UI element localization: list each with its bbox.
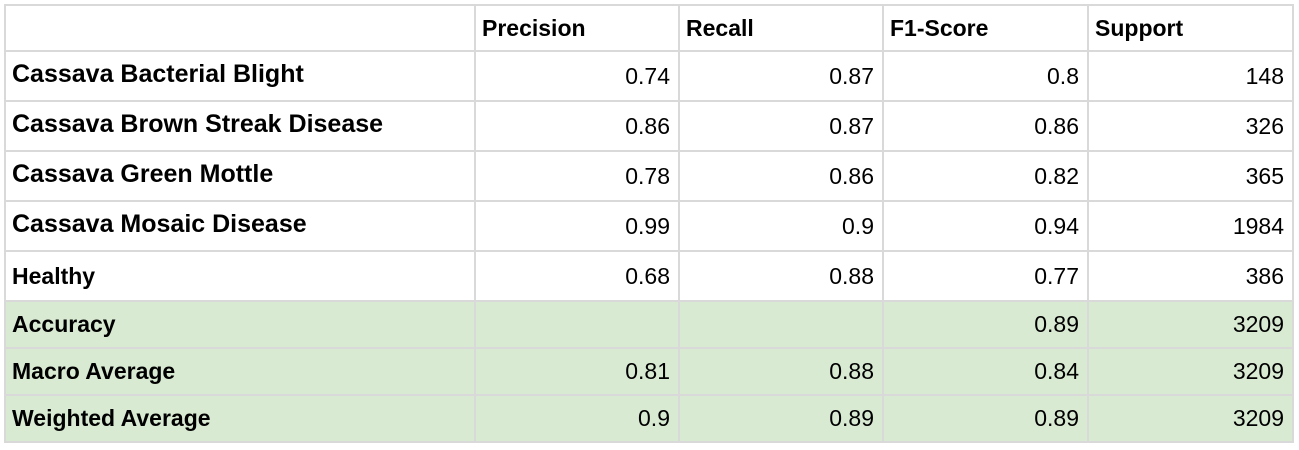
- row-label[interactable]: Weighted Average: [4, 394, 476, 443]
- support-cell[interactable]: 3209: [1087, 347, 1294, 396]
- header-cell-recall[interactable]: Recall: [678, 4, 884, 52]
- recall-cell[interactable]: [678, 300, 884, 349]
- summary-row: Weighted Average 0.9 0.89 0.89 3209: [4, 394, 1294, 443]
- precision-cell[interactable]: 0.9: [474, 394, 680, 443]
- precision-cell[interactable]: 0.86: [474, 100, 680, 152]
- header-row: Precision Recall F1-Score Support: [4, 4, 1294, 52]
- support-cell[interactable]: 3209: [1087, 300, 1294, 349]
- precision-cell[interactable]: [474, 300, 680, 349]
- support-cell[interactable]: 1984: [1087, 200, 1294, 252]
- summary-row: Accuracy 0.89 3209: [4, 300, 1294, 349]
- row-label[interactable]: Macro Average: [4, 347, 476, 396]
- recall-cell[interactable]: 0.87: [678, 100, 884, 152]
- f1-score-cell[interactable]: 0.82: [882, 150, 1089, 202]
- summary-row: Macro Average 0.81 0.88 0.84 3209: [4, 347, 1294, 396]
- table-row: Cassava Bacterial Blight 0.74 0.87 0.8 1…: [4, 50, 1294, 102]
- row-label[interactable]: Cassava Bacterial Blight: [4, 50, 476, 102]
- table-row: Cassava Brown Streak Disease 0.86 0.87 0…: [4, 100, 1294, 152]
- precision-cell[interactable]: 0.78: [474, 150, 680, 202]
- precision-cell[interactable]: 0.81: [474, 347, 680, 396]
- recall-cell[interactable]: 0.86: [678, 150, 884, 202]
- row-label[interactable]: Cassava Mosaic Disease: [4, 200, 476, 252]
- header-cell-f1-score[interactable]: F1-Score: [882, 4, 1089, 52]
- row-label[interactable]: Cassava Brown Streak Disease: [4, 100, 476, 152]
- support-cell[interactable]: 326: [1087, 100, 1294, 152]
- classification-report-table: Precision Recall F1-Score Support Cassav…: [4, 4, 1294, 443]
- support-cell[interactable]: 365: [1087, 150, 1294, 202]
- f1-score-cell[interactable]: 0.77: [882, 250, 1089, 302]
- f1-score-cell[interactable]: 0.86: [882, 100, 1089, 152]
- table-row: Cassava Mosaic Disease 0.99 0.9 0.94 198…: [4, 200, 1294, 252]
- recall-cell[interactable]: 0.88: [678, 250, 884, 302]
- precision-cell[interactable]: 0.74: [474, 50, 680, 102]
- f1-score-cell[interactable]: 0.89: [882, 394, 1089, 443]
- f1-score-cell[interactable]: 0.84: [882, 347, 1089, 396]
- recall-cell[interactable]: 0.88: [678, 347, 884, 396]
- recall-cell[interactable]: 0.87: [678, 50, 884, 102]
- table-row: Cassava Green Mottle 0.78 0.86 0.82 365: [4, 150, 1294, 202]
- row-label[interactable]: Cassava Green Mottle: [4, 150, 476, 202]
- recall-cell[interactable]: 0.89: [678, 394, 884, 443]
- support-cell[interactable]: 386: [1087, 250, 1294, 302]
- row-label[interactable]: Accuracy: [4, 300, 476, 349]
- header-cell-corner[interactable]: [4, 4, 476, 52]
- support-cell[interactable]: 3209: [1087, 394, 1294, 443]
- table-row: Healthy 0.68 0.88 0.77 386: [4, 250, 1294, 302]
- support-cell[interactable]: 148: [1087, 50, 1294, 102]
- f1-score-cell[interactable]: 0.89: [882, 300, 1089, 349]
- precision-cell[interactable]: 0.99: [474, 200, 680, 252]
- header-cell-precision[interactable]: Precision: [474, 4, 680, 52]
- f1-score-cell[interactable]: 0.8: [882, 50, 1089, 102]
- f1-score-cell[interactable]: 0.94: [882, 200, 1089, 252]
- recall-cell[interactable]: 0.9: [678, 200, 884, 252]
- precision-cell[interactable]: 0.68: [474, 250, 680, 302]
- row-label[interactable]: Healthy: [4, 250, 476, 302]
- header-cell-support[interactable]: Support: [1087, 4, 1294, 52]
